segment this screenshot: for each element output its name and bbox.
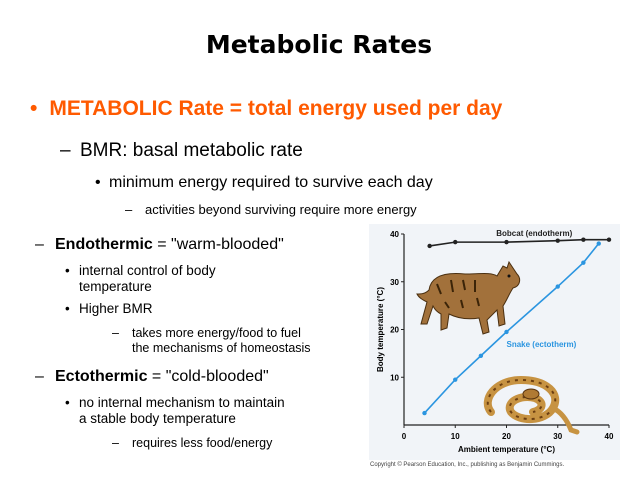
bullet-internal-control: • internal control of body temperature xyxy=(65,263,216,295)
data-point-snake xyxy=(478,353,484,358)
bullet-text: temperature xyxy=(79,279,152,294)
bullet-ectothermic: – Ectothermic = "cold-blooded" xyxy=(35,368,269,386)
bullet-text: activities beyond surviving require more… xyxy=(145,202,417,217)
dash: – xyxy=(35,236,44,253)
copyright-note: Copyright © Pearson Education, Inc., pub… xyxy=(370,462,565,468)
dash: – xyxy=(112,326,119,340)
bullet-endothermic: – Endothermic = "warm-blooded" xyxy=(35,236,284,254)
bullet-text: the mechanisms of homeostasis xyxy=(132,341,311,355)
series-label-snake: Snake (ectotherm) xyxy=(507,340,577,349)
dash: – xyxy=(35,368,44,385)
bullet-no-internal-mechanism: • no internal mechanism to maintain a sta… xyxy=(65,395,285,427)
bullet-text: internal control of body xyxy=(79,263,216,278)
data-point-bobcat xyxy=(581,237,586,242)
data-point-bobcat xyxy=(453,239,458,245)
y-tick-label: 10 xyxy=(390,373,399,382)
bullet-text: BMR: basal metabolic rate xyxy=(80,140,303,161)
y-tick-label: 30 xyxy=(390,278,399,287)
temperature-chart: 0 10 20 30 40 10 20 30 40 Ambient temperature (°C… xyxy=(376,229,614,454)
data-point-snake xyxy=(453,377,458,382)
bullet-activities: – activities beyond surviving require mor… xyxy=(125,202,417,217)
data-point-snake xyxy=(581,260,586,265)
data-point-snake xyxy=(422,410,427,416)
x-tick-label: 40 xyxy=(605,432,614,441)
dash: – xyxy=(125,202,133,217)
series-label-bobcat: Bobcat (endotherm) xyxy=(496,229,572,238)
x-tick-label: 10 xyxy=(451,432,460,441)
bullet-minimum-energy: • minimum energy required to survive each… xyxy=(95,174,433,192)
series-line-bobcat xyxy=(429,238,609,247)
snake-illustration xyxy=(483,375,580,435)
bullet-dot: • xyxy=(65,263,70,278)
term-definition: = "cold-blooded" xyxy=(147,368,269,385)
data-point-bobcat xyxy=(504,239,509,245)
y-axis-label: Body temperature (°C) xyxy=(376,287,385,372)
page-title: Metabolic Rates xyxy=(205,30,433,59)
bullet-dot: • xyxy=(65,395,70,410)
data-point-bobcat xyxy=(606,237,612,242)
bobcat-illustration xyxy=(416,260,521,335)
y-tick-label: 40 xyxy=(390,230,399,239)
bullet-text: minimum energy required to survive each … xyxy=(109,174,433,191)
data-point-bobcat xyxy=(555,238,560,243)
data-point-snake xyxy=(596,241,601,246)
dash: – xyxy=(112,436,119,450)
data-point-snake xyxy=(555,284,560,289)
bullet-dot: • xyxy=(65,301,70,316)
term-endothermic: Endothermic xyxy=(55,236,153,253)
bullet-dot: • xyxy=(30,97,38,120)
bullet-text: takes more energy/food to fuel xyxy=(132,326,301,340)
bullet-text: METABOLIC Rate = total energy used per d… xyxy=(49,97,503,120)
data-point-bobcat xyxy=(427,243,432,249)
y-tick-label: 20 xyxy=(390,326,399,335)
bullet-text: Higher BMR xyxy=(79,301,153,316)
bullet-higher-bmr: • Higher BMR xyxy=(65,301,153,317)
bullet-bmr: – BMR: basal metabolic rate xyxy=(60,140,303,162)
bullet-takes-more-energy: – takes more energy/food to fuel the mech… xyxy=(112,326,311,356)
bullet-less-food: – requires less food/energy xyxy=(112,436,272,451)
bullet-text: a stable body temperature xyxy=(79,411,236,426)
bullet-text: requires less food/energy xyxy=(132,436,273,450)
x-axis-label: Ambient temperature (°C) xyxy=(458,445,555,454)
bullet-dot: • xyxy=(95,174,101,191)
dash: – xyxy=(60,140,71,161)
x-tick-label: 30 xyxy=(553,432,562,441)
term-ectothermic: Ectothermic xyxy=(55,368,148,385)
figure-panel: 0 10 20 30 40 10 20 30 40 Ambient temperature (°C… xyxy=(369,224,620,460)
bullet-metabolic-rate: • METABOLIC Rate = total energy used per … xyxy=(30,97,502,121)
x-tick-label: 0 xyxy=(402,432,407,441)
bullet-text: no internal mechanism to maintain xyxy=(79,395,285,410)
term-definition: = "warm-blooded" xyxy=(152,236,284,253)
x-tick-label: 20 xyxy=(502,432,511,441)
data-point-snake xyxy=(504,329,509,335)
